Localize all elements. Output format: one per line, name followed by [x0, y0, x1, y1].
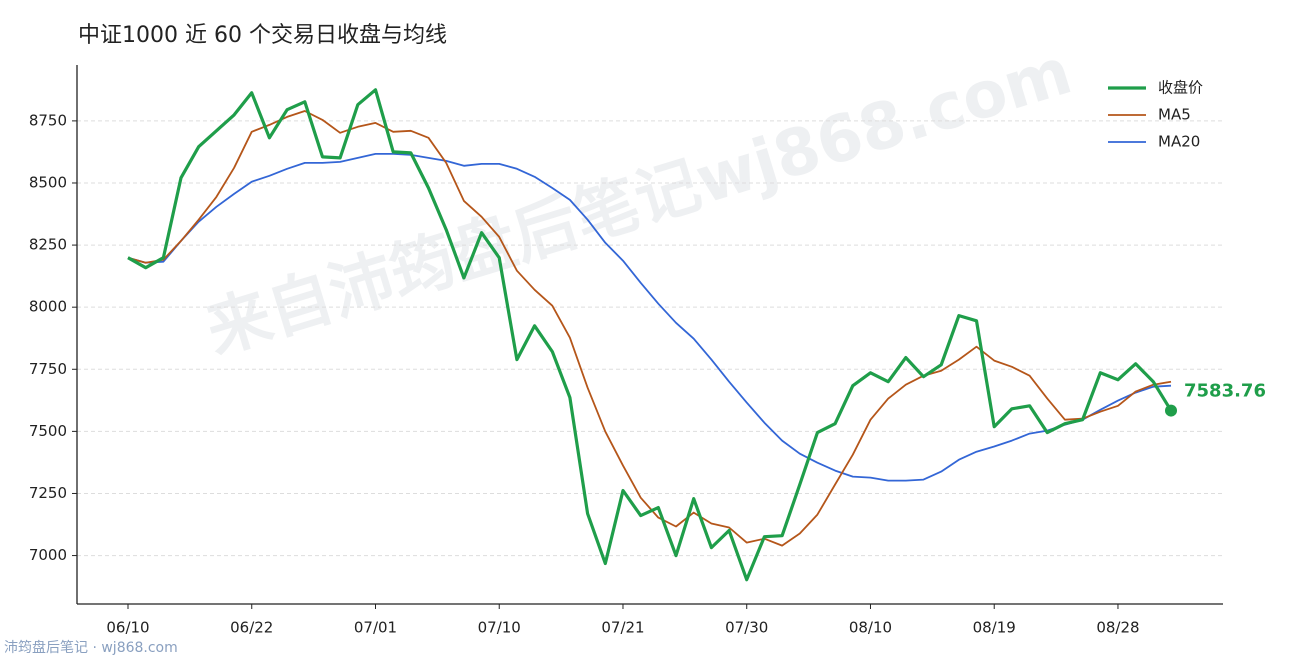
x-tick-label: 08/10	[849, 619, 892, 637]
y-tick-label: 7000	[29, 546, 67, 564]
legend-label: MA5	[1158, 106, 1191, 124]
x-tick-label: 08/19	[973, 619, 1016, 637]
y-tick-label: 8500	[29, 173, 67, 191]
last-point	[1165, 404, 1177, 417]
y-tick-label: 8750	[29, 111, 67, 129]
y-tick-label: 7250	[29, 484, 67, 502]
x-tick-label: 06/10	[106, 619, 149, 637]
chart-title: 中证1000 近 60 个交易日收盘与均线	[78, 23, 447, 48]
y-tick-label: 8000	[29, 298, 67, 316]
series-line	[127, 153, 1172, 482]
legend-label: MA20	[1158, 133, 1200, 151]
x-tick-label: 06/22	[230, 619, 273, 637]
watermark: 来自沛筠盘后笔记wj868.com	[198, 35, 1080, 369]
last-value-label: 7583.76	[1184, 381, 1266, 402]
x-tick-label: 07/01	[354, 619, 397, 637]
series-line	[127, 110, 1172, 547]
series-line	[127, 88, 1173, 582]
x-tick-label: 07/21	[601, 619, 644, 637]
legend-label: 收盘价	[1158, 79, 1203, 97]
y-tick-label: 7500	[29, 422, 67, 440]
y-tick-label: 7750	[29, 360, 67, 378]
x-tick-label: 07/30	[725, 619, 768, 637]
y-tick-label: 8250	[29, 236, 67, 254]
x-tick-label: 08/28	[1096, 619, 1139, 637]
x-tick-label: 07/10	[478, 619, 521, 637]
footer: 沛筠盘后笔记 · wj868.com	[4, 639, 178, 656]
